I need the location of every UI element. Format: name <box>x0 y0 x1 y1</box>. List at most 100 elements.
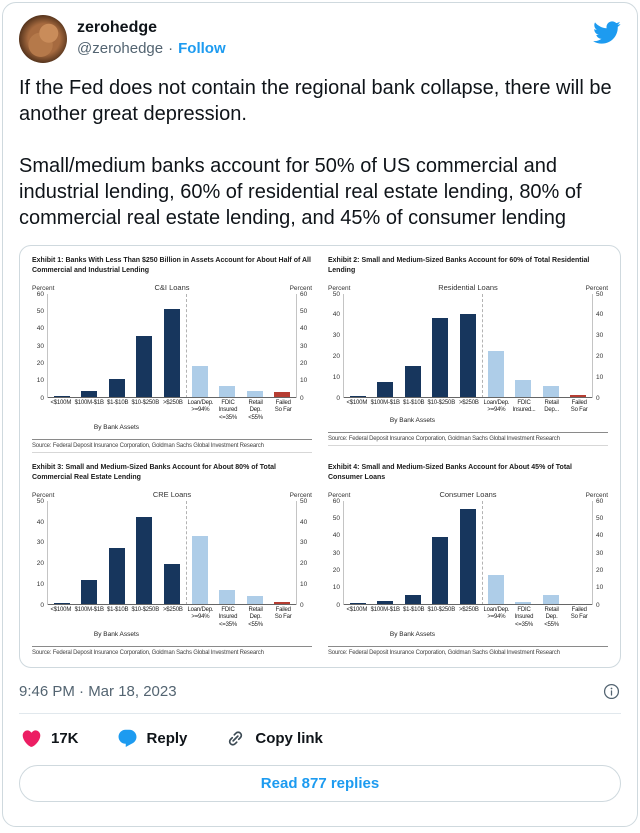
bars-wrap <box>47 294 297 398</box>
y-tick: 10 <box>300 581 307 588</box>
y-tick: 30 <box>300 343 307 350</box>
y-tick: 10 <box>333 584 340 591</box>
bar <box>219 386 235 396</box>
x-axis-label: FDIC Insured <=35% <box>510 607 538 630</box>
exhibit-title: Exhibit 2: Small and Medium-Sized Banks … <box>328 256 608 276</box>
bar <box>81 580 97 604</box>
read-replies-button[interactable]: Read 877 replies <box>19 765 621 802</box>
display-name[interactable]: zerohedge <box>77 18 592 38</box>
timestamp[interactable]: 9:46 PM · Mar 18, 2023 <box>19 683 177 700</box>
bar <box>247 596 263 603</box>
x-axis-label: Failed So Far <box>269 400 297 423</box>
reply-bubble-icon <box>117 728 138 749</box>
bar-slot <box>454 294 482 397</box>
tweet-paragraph-2: Small/medium banks account for 50% of US… <box>19 153 621 231</box>
handle-separator: · <box>168 39 173 59</box>
bar <box>405 366 421 397</box>
copy-link-label: Copy link <box>255 730 323 747</box>
group-row: By Bank Assets <box>47 631 297 638</box>
chart-attachment-image[interactable]: Exhibit 1: Banks With Less Than $250 Bil… <box>19 245 621 668</box>
follow-button[interactable]: Follow <box>178 39 226 59</box>
y-tick: 60 <box>37 291 44 298</box>
y-tick: 30 <box>333 550 340 557</box>
bar <box>164 309 180 397</box>
group-row: By Bank Assets <box>343 417 593 424</box>
y-tick: 10 <box>300 377 307 384</box>
y-tick: 0 <box>300 395 304 402</box>
tweet-paragraph-1: If the Fed does not contain the regional… <box>19 75 621 127</box>
bar <box>274 392 290 396</box>
y-tick: 10 <box>37 581 44 588</box>
y-tick: 0 <box>596 395 600 402</box>
group-row: By Bank Assets <box>47 424 297 431</box>
x-axis-label: Retail Dep... <box>538 400 566 415</box>
y-tick: 10 <box>596 584 603 591</box>
bar-slot <box>565 501 593 604</box>
group-label: By Bank Assets <box>47 631 186 638</box>
bar-slot <box>344 294 372 397</box>
y-tick: 30 <box>37 343 44 350</box>
y-tick: 30 <box>37 539 44 546</box>
x-axis-label: Retail Dep. <55% <box>242 607 270 630</box>
bar <box>219 590 235 603</box>
link-icon <box>225 728 246 749</box>
reply-button[interactable]: Reply <box>117 728 188 749</box>
bar <box>432 318 448 396</box>
y-tick: 50 <box>300 498 307 505</box>
x-axis-label: Loan/Dep. >=94% <box>187 400 215 423</box>
y-tick: 40 <box>596 311 603 318</box>
bar <box>81 391 97 397</box>
twitter-bird-icon[interactable] <box>592 18 621 47</box>
y-tick: 50 <box>300 308 307 315</box>
bar-slot <box>269 294 297 397</box>
y-tick: 30 <box>596 332 603 339</box>
group-label: By Bank Assets <box>343 417 482 424</box>
bar-slot <box>241 294 269 397</box>
exhibit-3-panel: Exhibit 3: Small and Medium-Sized Banks … <box>32 463 312 659</box>
y-tick: 20 <box>37 360 44 367</box>
bar <box>460 314 476 396</box>
y-tick: 40 <box>37 519 44 526</box>
y-tick: 50 <box>596 515 603 522</box>
bar <box>460 509 476 603</box>
source-note: Source: Federal Deposit Insurance Corpor… <box>328 433 608 446</box>
x-axis-label: >$250B <box>455 400 483 415</box>
bar-slot <box>372 294 400 397</box>
bar-slot <box>103 294 131 397</box>
x-axis-label: <$100M <box>47 607 75 630</box>
avatar[interactable] <box>19 15 67 63</box>
bar-slot <box>48 501 76 604</box>
divider <box>19 713 621 714</box>
bar-slot <box>76 501 104 604</box>
copy-link-button[interactable]: Copy link <box>225 728 323 749</box>
bar-slot <box>186 294 214 397</box>
x-axis-label: >$250B <box>455 607 483 630</box>
bar-slot <box>158 501 186 604</box>
bar-slot <box>399 294 427 397</box>
handle[interactable]: @zerohedge <box>77 39 163 59</box>
x-axis-label: $10-$250B <box>427 400 455 415</box>
source-note: Source: Federal Deposit Insurance Corpor… <box>32 647 312 659</box>
bar <box>192 536 208 604</box>
reply-label: Reply <box>147 730 188 747</box>
chart-title: CRE Loans <box>153 490 191 499</box>
bar-slot <box>131 501 159 604</box>
y-tick: 20 <box>596 567 603 574</box>
y-tick: 50 <box>596 291 603 298</box>
group-label: By Bank Assets <box>343 631 482 638</box>
bar <box>405 595 421 604</box>
y-tick: 20 <box>333 567 340 574</box>
bars <box>48 501 296 605</box>
x-axis-label: $1-$10B <box>104 607 132 630</box>
like-button[interactable]: 17K <box>21 728 79 749</box>
info-icon[interactable] <box>602 682 621 701</box>
x-axis-label: $100M-$1B <box>75 400 104 423</box>
x-axis-label: $1-$10B <box>400 400 428 415</box>
y-tick: 20 <box>300 360 307 367</box>
y-tick: 0 <box>336 602 340 609</box>
bar-slot <box>48 294 76 397</box>
x-axis-label: Failed So Far <box>269 607 297 630</box>
y-tick: 0 <box>40 395 44 402</box>
